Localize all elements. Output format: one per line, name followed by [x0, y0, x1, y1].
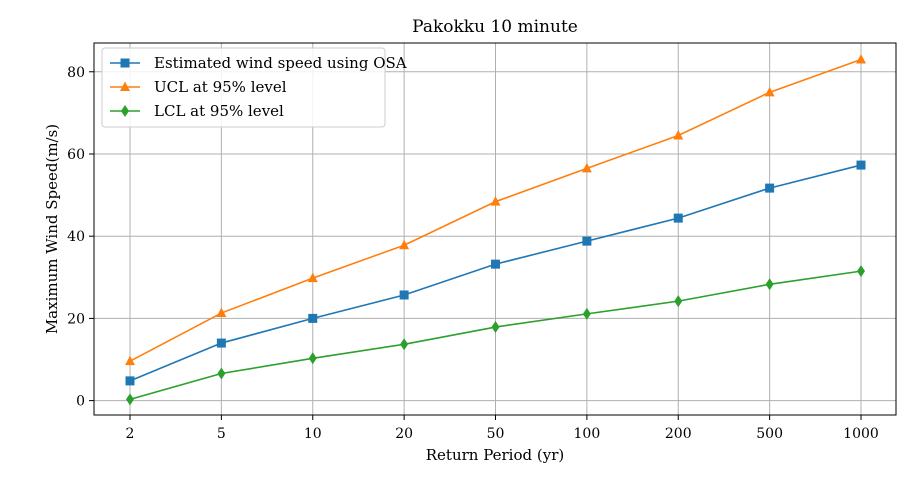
- x-tick-label: 20: [395, 426, 413, 442]
- data-point-square: [673, 213, 683, 223]
- y-axis-label: Maximum Wind Speed(m/s): [43, 124, 61, 334]
- data-point-triangle: [216, 307, 227, 318]
- y-tick-label: 0: [76, 394, 85, 410]
- data-point-diamond: [857, 265, 865, 278]
- y-tick-label: 60: [67, 147, 85, 163]
- data-point-triangle: [399, 239, 410, 250]
- data-point-square: [765, 183, 775, 193]
- data-point-triangle: [307, 272, 318, 283]
- x-tick-label: 5: [217, 426, 226, 442]
- grid: [94, 43, 896, 415]
- legend-item: Estimated wind speed using OSA: [110, 54, 407, 72]
- data-point-triangle: [581, 162, 592, 173]
- x-axis-label: Return Period (yr): [426, 446, 564, 464]
- y-tick-label: 80: [67, 65, 85, 81]
- data-point-triangle: [764, 86, 775, 97]
- series-layer: [125, 53, 866, 406]
- ticks: 2 5 10 20 50 100 200 500 1000 0 20 40 60 80: [67, 65, 879, 442]
- legend: Estimated wind speed using OSA UCL at 95%…: [101, 47, 407, 128]
- series-3: [126, 265, 865, 406]
- y-tick-label: 40: [67, 229, 85, 245]
- legend-label: LCL at 95% level: [154, 102, 284, 120]
- data-point-diamond: [126, 393, 134, 406]
- data-point-diamond: [217, 367, 226, 380]
- x-tick-label: 1000: [843, 426, 879, 442]
- data-point-square: [308, 313, 318, 323]
- data-point-triangle: [673, 129, 684, 140]
- data-point-square: [856, 160, 866, 170]
- data-point-square: [125, 376, 135, 386]
- series-1: [125, 160, 866, 386]
- x-tick-label: 50: [487, 426, 505, 442]
- chart-title: Pakokku 10 minute: [412, 17, 578, 37]
- x-tick-label: 200: [665, 426, 692, 442]
- x-tick-label: 10: [304, 426, 322, 442]
- legend-label: UCL at 95% level: [154, 78, 287, 96]
- data-point-diamond: [765, 278, 774, 291]
- data-point-diamond: [674, 295, 683, 308]
- data-point-triangle: [856, 53, 866, 64]
- data-point-triangle: [490, 196, 501, 206]
- data-point-diamond: [308, 352, 317, 365]
- x-tick-label: 500: [756, 426, 783, 442]
- x-tick-label: 100: [574, 426, 601, 442]
- y-tick-label: 20: [67, 311, 85, 327]
- series-2: [125, 53, 866, 366]
- legend-label: Estimated wind speed using OSA: [154, 54, 407, 72]
- data-point-diamond: [400, 338, 409, 351]
- data-point-diamond: [121, 105, 129, 117]
- data-point-square: [120, 58, 130, 68]
- data-point-diamond: [491, 321, 500, 334]
- legend-item: LCL at 95% level: [110, 102, 284, 120]
- data-point-diamond: [582, 307, 591, 320]
- data-point-square: [399, 290, 409, 300]
- data-point-triangle: [125, 355, 135, 366]
- data-point-triangle: [120, 81, 130, 91]
- data-point-square: [582, 236, 592, 246]
- data-point-square: [216, 338, 226, 348]
- legend-item: UCL at 95% level: [110, 78, 287, 96]
- legend-box: [101, 47, 386, 128]
- data-point-square: [491, 259, 500, 269]
- x-tick-label: 2: [126, 426, 135, 442]
